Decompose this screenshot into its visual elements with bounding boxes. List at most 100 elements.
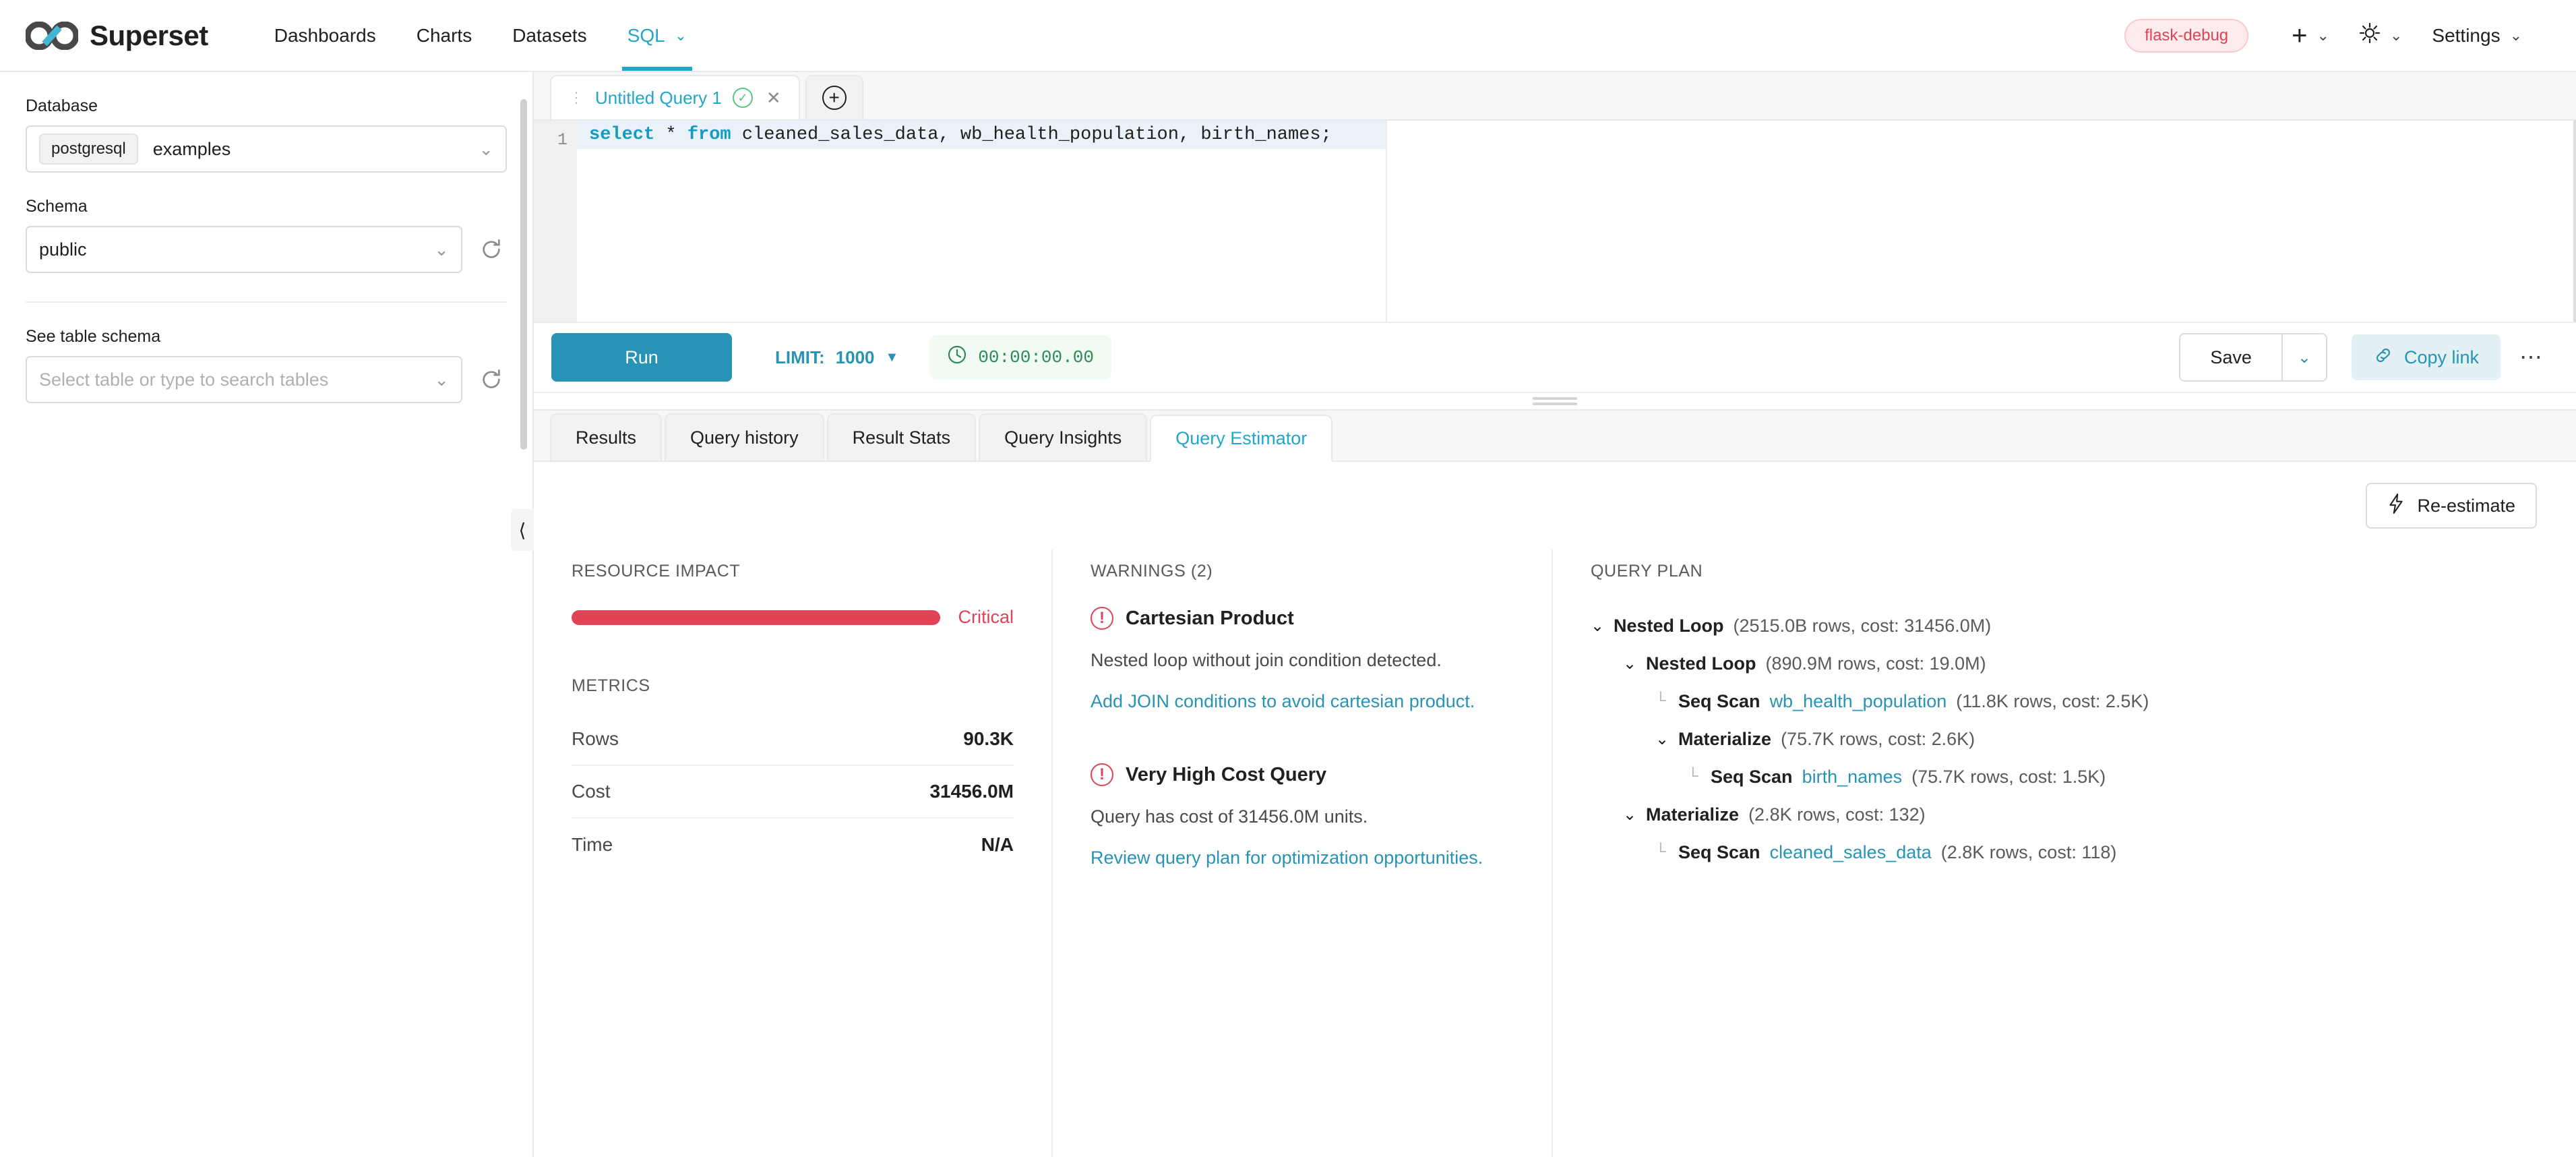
more-actions-icon[interactable]: ⋯ xyxy=(2519,345,2544,370)
database-engine-chip: postgresql xyxy=(39,134,138,165)
query-plan-tree: ⌄ Nested Loop (2515.0B rows, cost: 31456… xyxy=(1591,607,2538,871)
database-select[interactable]: postgresql examples ⌄ xyxy=(26,125,507,173)
resize-grip-icon xyxy=(1533,394,1577,408)
chevron-down-icon: ⌄ xyxy=(2509,26,2522,44)
plan-node-row[interactable]: ⌄ Materialize (75.7K rows, cost: 2.6K) xyxy=(1591,720,2538,758)
tab-query-estimator-label: Query Estimator xyxy=(1175,427,1308,448)
sql-editor[interactable]: 1 select * from cleaned_sales_data, wb_h… xyxy=(534,121,2576,323)
tab-result-stats-label: Result Stats xyxy=(852,427,951,448)
plan-node-row[interactable]: ⌄ Nested Loop (890.9M rows, cost: 19.0M) xyxy=(1591,645,2538,682)
copy-link-button[interactable]: Copy link xyxy=(2351,334,2501,380)
plan-node-stats: (11.8K rows, cost: 2.5K) xyxy=(1956,690,2149,711)
chevron-down-icon[interactable]: ⌄ xyxy=(1623,805,1637,824)
database-selected-value: examples xyxy=(152,138,231,159)
sql-table-list: cleaned_sales_data, wb_health_population… xyxy=(731,125,1332,145)
run-query-button[interactable]: Run xyxy=(551,333,732,382)
chevron-down-icon[interactable]: ⌄ xyxy=(1655,730,1669,748)
metric-value-rows: 90.3K xyxy=(963,728,1014,749)
warning-title: Cartesian Product xyxy=(1126,607,1294,629)
warning-item-cartesian-product: ! Cartesian Product Nested loop without … xyxy=(1091,607,1514,712)
new-item-menu[interactable]: + ⌄ xyxy=(2277,22,2344,49)
check-circle-icon: ✓ xyxy=(732,88,753,108)
chevron-down-icon: ⌄ xyxy=(479,138,493,159)
query-timer: 00:00:00.00 xyxy=(929,335,1111,380)
plan-node-row[interactable]: ⌄ Nested Loop (2515.0B rows, cost: 31456… xyxy=(1591,607,2538,645)
left-panel-scrollbar[interactable] xyxy=(520,99,527,450)
add-query-tab-button[interactable]: + xyxy=(805,75,863,119)
plus-circle-icon: + xyxy=(822,86,847,110)
exclamation-circle-icon: ! xyxy=(1091,607,1113,630)
estimator-columns: RESOURCE IMPACT Critical METRICS Rows 90… xyxy=(534,550,2576,1157)
nav-label-charts: Charts xyxy=(416,24,472,46)
editor-action-bar-right: Save ⌄ Copy link ⋯ xyxy=(2179,333,2544,382)
re-estimate-button[interactable]: Re-estimate xyxy=(2366,483,2537,529)
query-tab-strip: ⋮ Untitled Query 1 ✓ ✕ + xyxy=(534,72,2576,121)
refresh-tables-icon[interactable] xyxy=(476,364,507,395)
nav-item-datasets[interactable]: Datasets xyxy=(492,0,607,71)
flask-debug-badge[interactable]: flask-debug xyxy=(2124,18,2249,53)
warnings-title: WARNINGS (2) xyxy=(1091,562,1213,581)
chevron-down-icon: ⌄ xyxy=(674,26,687,44)
metric-row: Rows 90.3K xyxy=(572,713,1014,766)
editor-code-area[interactable]: select * from cleaned_sales_data, wb_hea… xyxy=(577,121,2576,322)
warning-description: Query has cost of 31456.0M units. xyxy=(1091,806,1368,827)
tab-result-stats[interactable]: Result Stats xyxy=(826,413,977,461)
plan-node-stats: (2515.0B rows, cost: 31456.0M) xyxy=(1733,615,1992,636)
chevron-down-icon: ▼ xyxy=(885,349,899,365)
warning-suggestion-link[interactable]: Review query plan for optimization oppor… xyxy=(1091,848,1483,868)
tab-query-history[interactable]: Query history xyxy=(665,413,824,461)
query-estimator-panel: Re-estimate RESOURCE IMPACT Critical MET… xyxy=(534,462,2576,1157)
save-options-dropdown[interactable]: ⌄ xyxy=(2281,334,2326,380)
plan-node-label: Seq Scan xyxy=(1678,690,1760,711)
copy-link-label: Copy link xyxy=(2403,347,2479,367)
warning-suggestion-link[interactable]: Add JOIN conditions to avoid cartesian p… xyxy=(1091,691,1475,711)
editor-scrollbar[interactable] xyxy=(2573,121,2576,322)
impact-level-label: Critical xyxy=(958,607,1014,627)
chevron-down-icon: ⌄ xyxy=(434,369,449,390)
chevron-down-icon[interactable]: ⌄ xyxy=(1591,616,1605,635)
brand-home-link[interactable]: Superset xyxy=(24,20,208,52)
limit-dropdown[interactable]: LIMIT: 1000 ▼ xyxy=(775,347,898,368)
save-query-button[interactable]: Save xyxy=(2180,334,2281,380)
metric-row: Time N/A xyxy=(572,819,1014,871)
schema-select[interactable]: public ⌄ xyxy=(26,226,462,273)
drag-handle-icon[interactable]: ⋮ xyxy=(569,89,584,106)
plan-node-row[interactable]: └ Seq Scan wb_health_population (11.8K r… xyxy=(1591,682,2538,720)
plan-node-label: Materialize xyxy=(1646,804,1740,825)
plan-node-row[interactable]: └ Seq Scan cleaned_sales_data (2.8K rows… xyxy=(1591,833,2538,871)
panel-resize-handle[interactable] xyxy=(534,393,2576,411)
query-tab-untitled-query-1[interactable]: ⋮ Untitled Query 1 ✓ ✕ xyxy=(550,75,800,119)
nav-item-sql[interactable]: SQL ⌄ xyxy=(607,0,707,71)
plan-node-label: Nested Loop xyxy=(1614,615,1724,636)
close-icon[interactable]: ✕ xyxy=(766,87,781,108)
metrics-title: METRICS xyxy=(572,676,650,695)
tab-query-estimator[interactable]: Query Estimator xyxy=(1150,415,1333,462)
result-panel-tabs: Results Query history Result Stats Query… xyxy=(534,411,2576,462)
settings-menu[interactable]: Settings ⌄ xyxy=(2417,25,2537,47)
plan-node-label: Seq Scan xyxy=(1711,766,1793,787)
refresh-schema-icon[interactable] xyxy=(476,234,507,265)
theme-menu[interactable]: ⌄ xyxy=(2344,22,2417,49)
nav-item-charts[interactable]: Charts xyxy=(396,0,492,71)
metric-name-rows: Rows xyxy=(572,728,619,749)
plan-node-row[interactable]: ⌄ Materialize (2.8K rows, cost: 132) xyxy=(1591,796,2538,833)
plan-node-table[interactable]: wb_health_population xyxy=(1769,690,1947,711)
chevron-down-icon[interactable]: ⌄ xyxy=(1623,654,1637,673)
exclamation-circle-icon: ! xyxy=(1091,763,1113,786)
nav-item-dashboards[interactable]: Dashboards xyxy=(254,0,396,71)
impact-bar-fill xyxy=(572,610,941,625)
tab-results[interactable]: Results xyxy=(550,413,663,461)
plan-node-table[interactable]: birth_names xyxy=(1802,766,1903,787)
limit-label: LIMIT: xyxy=(775,347,825,367)
tab-results-label: Results xyxy=(576,427,637,448)
estimator-toolbar: Re-estimate xyxy=(534,462,2576,550)
sun-icon xyxy=(2359,22,2381,49)
nav-label-dashboards: Dashboards xyxy=(274,24,376,46)
tab-query-insights[interactable]: Query Insights xyxy=(979,413,1148,461)
collapse-left-panel-button[interactable]: ⟨ xyxy=(511,509,534,551)
plan-node-stats: (2.8K rows, cost: 118) xyxy=(1940,841,2117,862)
plan-node-row[interactable]: └ Seq Scan birth_names (75.7K rows, cost… xyxy=(1591,758,2538,796)
editor-line-1[interactable]: select * from cleaned_sales_data, wb_hea… xyxy=(577,121,1386,149)
plan-node-table[interactable]: cleaned_sales_data xyxy=(1769,841,1932,862)
table-select[interactable]: Select table or type to search tables ⌄ xyxy=(26,356,462,403)
